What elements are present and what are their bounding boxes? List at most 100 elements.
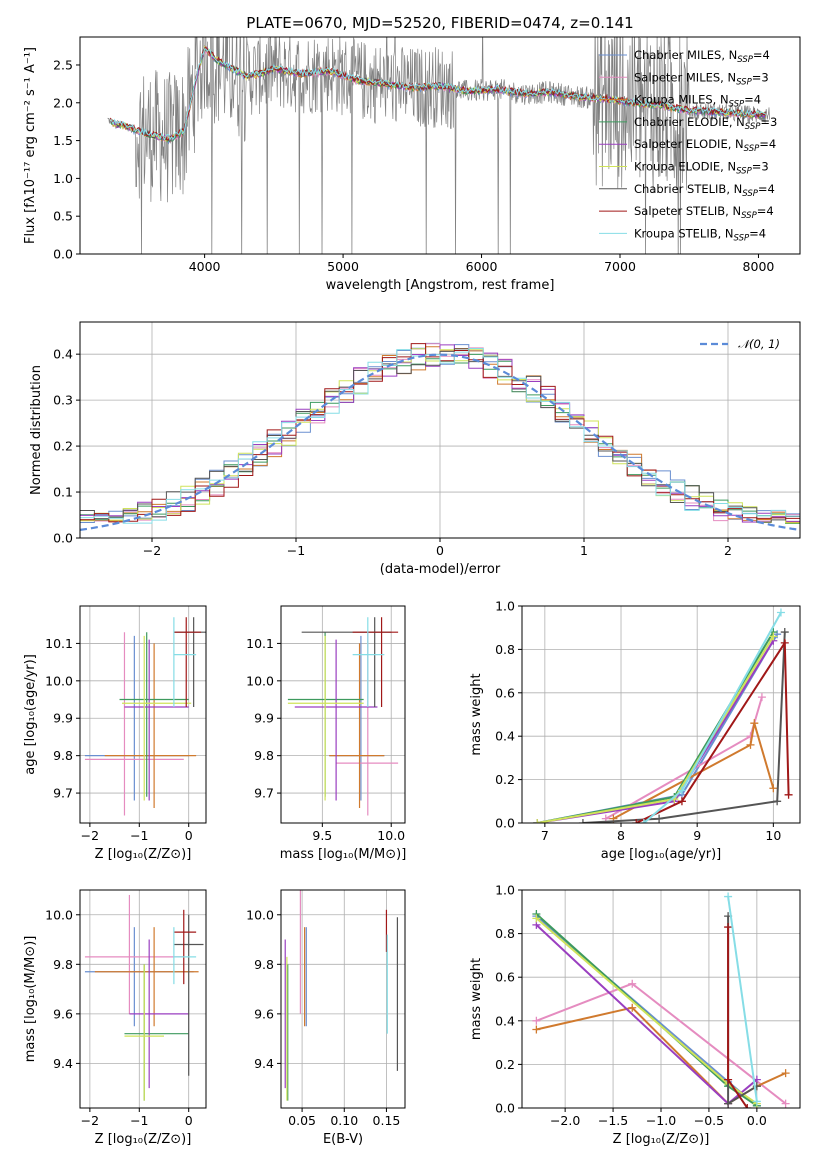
panel-age-vs-Z: −2 −1 0 9.7 9.8 9.9 10.0 10.1 Z [log₁₀(Z/Z⊙)] age…	[23, 605, 207, 862]
y-tick-label: 9.8	[254, 957, 274, 972]
y-tick-label: 0.2	[495, 1057, 515, 1072]
series-marker-salpeter-stelib	[724, 1075, 733, 1084]
series-marker-kroupa-miles	[769, 784, 778, 793]
legend-label: Kroupa MILES, N	[634, 93, 729, 107]
x-tick-label: 8	[617, 828, 625, 843]
y-tick-label: 9.7	[53, 786, 73, 801]
y-axis-label: age [log₁₀(age/yr)]	[23, 654, 38, 775]
legend-label: Salpeter ELODIE, N	[634, 137, 744, 151]
series-marker-salpeter-miles	[781, 1099, 790, 1108]
plot-area	[84, 617, 206, 816]
series-marker-kroupa-elodie	[533, 819, 542, 823]
series-marker-kroupa-miles	[628, 1003, 637, 1012]
legend-entry: Salpeter MILES, NSSP=3	[634, 70, 769, 87]
series-marker-salpeter-stelib	[724, 923, 733, 932]
series-marker-salpeter-stelib	[632, 819, 641, 823]
x-tick-label: 10	[765, 828, 781, 843]
series-line-kroupa-elodie	[537, 635, 775, 823]
legend-suffix: =3	[752, 160, 769, 174]
y-tick-label: 0.2	[53, 439, 73, 454]
y-tick-label: 0.0	[495, 816, 515, 831]
x-tick-label: 0.10	[330, 1113, 358, 1128]
series-line-salpeter-stelib	[635, 639, 790, 823]
x-tick-label: −2	[81, 828, 99, 843]
series-marker-kroupa-stelib	[677, 786, 686, 795]
series-marker-salpeter-stelib	[780, 638, 789, 647]
x-tick-label: −0.5	[694, 1113, 724, 1128]
y-tick-label: 9.6	[53, 1006, 73, 1021]
x-tick-label: −1.5	[598, 1113, 628, 1128]
x-tick-label: 1	[580, 543, 588, 558]
legend-entry: Salpeter ELODIE, NSSP=4	[634, 137, 776, 154]
y-tick-label: 9.7	[254, 786, 274, 801]
x-axis-label: age [log₁₀(age/yr)]	[601, 847, 722, 862]
x-tick-label: 6000	[466, 259, 498, 274]
series-marker-kroupa-elodie	[532, 914, 541, 923]
y-tick-label: 0.1	[53, 485, 73, 500]
x-tick-label: 7000	[604, 259, 636, 274]
legend-suffix: =4	[757, 204, 774, 218]
series-marker-kroupa-miles	[746, 740, 755, 749]
y-tick-label: 0.0	[495, 1101, 515, 1116]
legend-suffix: =4	[753, 48, 770, 62]
x-axis-label: (data-model)/error	[380, 562, 501, 577]
series-marker-salpeter-miles	[628, 979, 637, 988]
histogram-kroupa-stelib	[80, 348, 800, 524]
legend-entry: Salpeter STELIB, NSSP=4	[634, 204, 774, 221]
x-tick-label: −1	[130, 828, 148, 843]
series-line-chabrier-elodie	[537, 631, 775, 823]
legend-label: Chabrier MILES, N	[634, 48, 737, 62]
series-marker-kroupa-stelib	[752, 1097, 761, 1106]
x-axis-label: E(B-V)	[323, 1132, 363, 1147]
panel-spectrum: 4000 5000 6000 7000 8000 0.0 0.5 1.0 1.5 2.0 2.5 wa…	[23, 36, 801, 293]
series-marker-chabrier-stelib	[780, 628, 789, 637]
legend-suffix: =4	[758, 182, 775, 196]
legend-entry: Kroupa MILES, NSSP=4	[634, 93, 761, 110]
series-marker-chabrier-stelib	[578, 819, 587, 823]
y-tick-label: 1.5	[53, 133, 73, 148]
panel-residuals: −2 −1 0 1 2 0.0 0.1 0.2 0.3 0.4 (data-model)/error…	[29, 321, 801, 577]
y-axis-label: mass weight	[469, 958, 484, 1040]
x-axis-label: Z [log₁₀(Z/Z⊙)]	[95, 1132, 192, 1147]
model-spectrum-kroupa-elodie	[110, 44, 766, 142]
series-line-kroupa-miles	[612, 722, 775, 820]
plot-area	[107, 37, 770, 254]
y-tick-label: 9.9	[254, 711, 274, 726]
plot-area	[284, 890, 399, 1101]
legend-sub: SSP	[729, 100, 745, 110]
series-marker-kroupa-miles	[750, 719, 759, 728]
series-marker-kroupa-stelib	[724, 892, 733, 901]
x-tick-label: 9	[693, 828, 701, 843]
legend-entry: Kroupa ELODIE, NSSP=3	[634, 160, 769, 177]
x-tick-label: 0	[185, 828, 193, 843]
y-tick-label: 9.4	[254, 1056, 274, 1071]
y-tick-label: 10.0	[45, 907, 73, 922]
y-tick-label: 1.0	[495, 599, 515, 614]
series-marker-salpeter-miles	[746, 732, 755, 741]
observed-spectrum	[107, 37, 770, 254]
series-marker-kroupa-stelib	[639, 819, 648, 823]
y-tick-label: 0.3	[53, 393, 73, 408]
y-tick-label: 0.4	[495, 1013, 515, 1028]
legend-suffix: =4	[749, 226, 766, 240]
legend-suffix: =3	[760, 115, 777, 129]
x-axis-label: Z [log₁₀(Z/Z⊙)]	[613, 1132, 710, 1147]
y-tick-label: 2.0	[53, 95, 73, 110]
y-tick-label: 0.0	[53, 531, 73, 546]
legend-label: Kroupa STELIB, N	[634, 226, 734, 240]
x-tick-label: 0	[185, 1113, 193, 1128]
y-tick-label: 10.1	[45, 636, 73, 651]
y-tick-label: 9.4	[53, 1056, 73, 1071]
x-axis-label: wavelength [Angstrom, rest frame]	[326, 278, 555, 293]
x-tick-label: 0.15	[373, 1113, 401, 1128]
series-marker-chabrier-stelib	[724, 1099, 733, 1108]
legend-sub: SSP	[741, 211, 757, 221]
legend-suffix: =4	[759, 137, 776, 151]
y-tick-label: 10.0	[45, 673, 73, 688]
y-tick-label: 0.6	[495, 970, 515, 985]
axes-frame	[280, 605, 406, 824]
y-tick-label: 10.0	[246, 907, 274, 922]
legend-sub: SSP	[736, 77, 752, 87]
x-axis-label: mass [log₁₀(M/M⊙)]	[280, 847, 407, 862]
x-tick-label: 0	[436, 543, 444, 558]
